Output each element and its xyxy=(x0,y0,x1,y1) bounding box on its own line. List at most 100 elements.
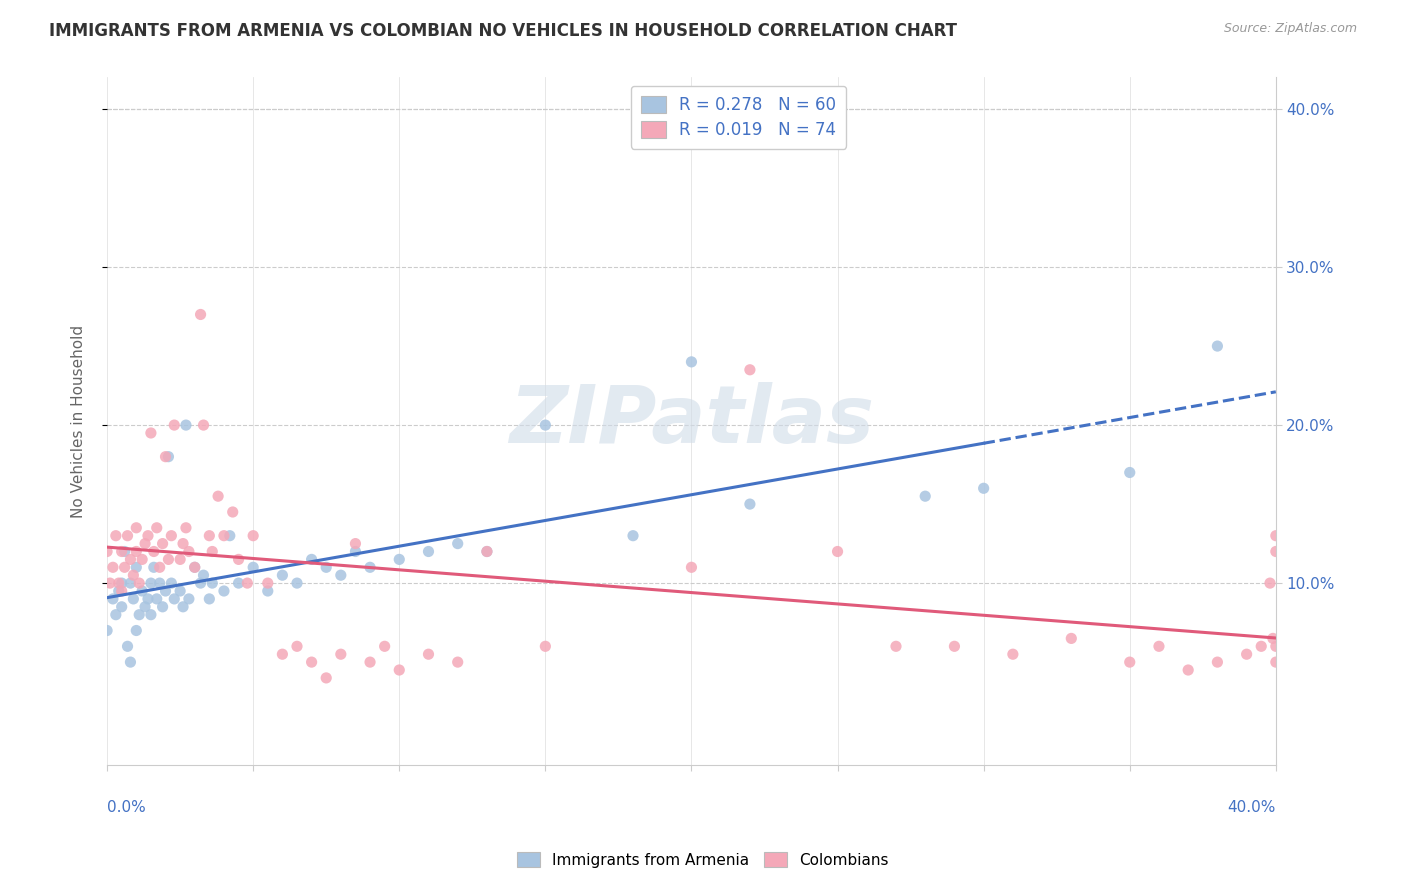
Point xyxy=(344,544,367,558)
Point xyxy=(114,560,136,574)
Point xyxy=(145,591,167,606)
Point xyxy=(1236,647,1258,661)
Point xyxy=(104,607,127,622)
Point xyxy=(447,655,470,669)
Point xyxy=(104,529,127,543)
Point xyxy=(163,418,186,433)
Point xyxy=(222,505,245,519)
Point xyxy=(128,607,150,622)
Point xyxy=(96,544,118,558)
Point xyxy=(101,560,124,574)
Point xyxy=(1060,632,1083,646)
Point xyxy=(190,576,212,591)
Point xyxy=(1258,576,1281,591)
Point xyxy=(475,544,498,558)
Point xyxy=(285,640,308,654)
Point xyxy=(152,536,174,550)
Point xyxy=(1177,663,1199,677)
Point xyxy=(184,560,207,574)
Point xyxy=(212,529,235,543)
Point xyxy=(315,560,337,574)
Point xyxy=(134,599,156,614)
Point xyxy=(174,521,197,535)
Point xyxy=(136,529,159,543)
Point xyxy=(122,591,145,606)
Point xyxy=(160,576,183,591)
Point xyxy=(172,599,194,614)
Point xyxy=(973,481,995,495)
Point xyxy=(681,355,703,369)
Point xyxy=(207,489,229,503)
Point xyxy=(193,568,215,582)
Point xyxy=(125,560,148,574)
Point xyxy=(236,576,259,591)
Point xyxy=(212,584,235,599)
Point xyxy=(534,418,557,433)
Point xyxy=(107,584,129,599)
Point xyxy=(152,599,174,614)
Point xyxy=(111,599,134,614)
Point xyxy=(98,576,121,591)
Point xyxy=(201,544,224,558)
Point xyxy=(359,655,381,669)
Point xyxy=(193,418,215,433)
Point xyxy=(359,560,381,574)
Point xyxy=(418,647,440,661)
Point xyxy=(228,552,250,566)
Point xyxy=(142,560,165,574)
Point xyxy=(201,576,224,591)
Point xyxy=(169,552,191,566)
Point xyxy=(111,576,134,591)
Point xyxy=(1119,466,1142,480)
Point xyxy=(125,521,148,535)
Point xyxy=(738,363,761,377)
Point xyxy=(1147,640,1170,654)
Point xyxy=(1261,632,1284,646)
Point xyxy=(301,655,323,669)
Point xyxy=(120,552,142,566)
Point xyxy=(827,544,849,558)
Point xyxy=(120,655,142,669)
Point xyxy=(117,640,139,654)
Point xyxy=(163,591,186,606)
Point xyxy=(122,568,145,582)
Point xyxy=(329,647,352,661)
Point xyxy=(139,425,162,440)
Point xyxy=(475,544,498,558)
Point xyxy=(169,584,191,599)
Point xyxy=(136,591,159,606)
Point xyxy=(388,552,411,566)
Point xyxy=(134,536,156,550)
Point xyxy=(101,591,124,606)
Point xyxy=(228,576,250,591)
Point xyxy=(139,576,162,591)
Point xyxy=(160,529,183,543)
Legend: Immigrants from Armenia, Colombians: Immigrants from Armenia, Colombians xyxy=(510,846,896,873)
Point xyxy=(177,544,200,558)
Point xyxy=(271,568,294,582)
Point xyxy=(198,529,221,543)
Point xyxy=(738,497,761,511)
Point xyxy=(190,308,212,322)
Point xyxy=(142,544,165,558)
Text: 40.0%: 40.0% xyxy=(1227,799,1275,814)
Point xyxy=(155,450,177,464)
Text: ZIPatlas: ZIPatlas xyxy=(509,382,875,460)
Point xyxy=(114,544,136,558)
Point xyxy=(1206,339,1229,353)
Point xyxy=(128,576,150,591)
Point xyxy=(256,584,278,599)
Point xyxy=(681,560,703,574)
Point xyxy=(447,536,470,550)
Point xyxy=(131,552,153,566)
Point xyxy=(418,544,440,558)
Point xyxy=(125,544,148,558)
Point xyxy=(96,624,118,638)
Point xyxy=(1206,655,1229,669)
Text: Source: ZipAtlas.com: Source: ZipAtlas.com xyxy=(1223,22,1357,36)
Point xyxy=(111,544,134,558)
Point xyxy=(120,576,142,591)
Point xyxy=(1119,655,1142,669)
Point xyxy=(145,521,167,535)
Point xyxy=(198,591,221,606)
